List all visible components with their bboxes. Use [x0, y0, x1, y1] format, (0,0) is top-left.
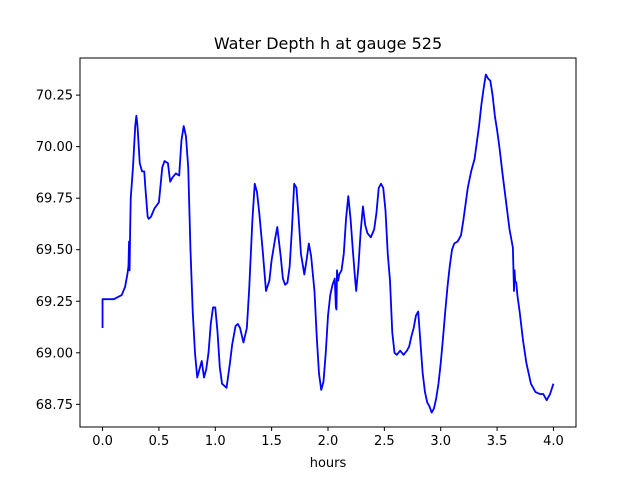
- x-tick-label: 3.0: [430, 434, 451, 449]
- y-axis-ticks: 68.75 69.00 69.25 69.50 69.75 70.00 70.25: [36, 89, 80, 413]
- y-tick-label: 69.50: [36, 243, 73, 258]
- y-tick-label: 69.75: [36, 192, 73, 207]
- x-tick-label: 1.5: [261, 434, 282, 449]
- x-tick-label: 2.0: [318, 434, 339, 449]
- x-tick-label: 3.5: [487, 434, 508, 449]
- y-tick-label: 70.00: [36, 140, 73, 155]
- x-axis-ticks: 0.0 0.5 1.0 1.5 2.0 2.5 3.0 3.5 4.0: [92, 427, 564, 449]
- y-tick-label: 69.00: [36, 346, 73, 361]
- y-tick-label: 68.75: [36, 398, 73, 413]
- series-line-0: [101, 73, 555, 414]
- x-tick-label: 0.0: [92, 434, 113, 449]
- x-tick-label: 4.0: [543, 434, 564, 449]
- y-tick-label: 69.25: [36, 295, 73, 310]
- chart-title: Water Depth h at gauge 525: [214, 34, 442, 53]
- x-axis-label: hours: [310, 456, 347, 471]
- x-tick-label: 0.5: [149, 434, 170, 449]
- x-tick-label: 1.0: [205, 434, 226, 449]
- y-tick-label: 70.25: [36, 89, 73, 104]
- x-tick-label: 2.5: [374, 434, 395, 449]
